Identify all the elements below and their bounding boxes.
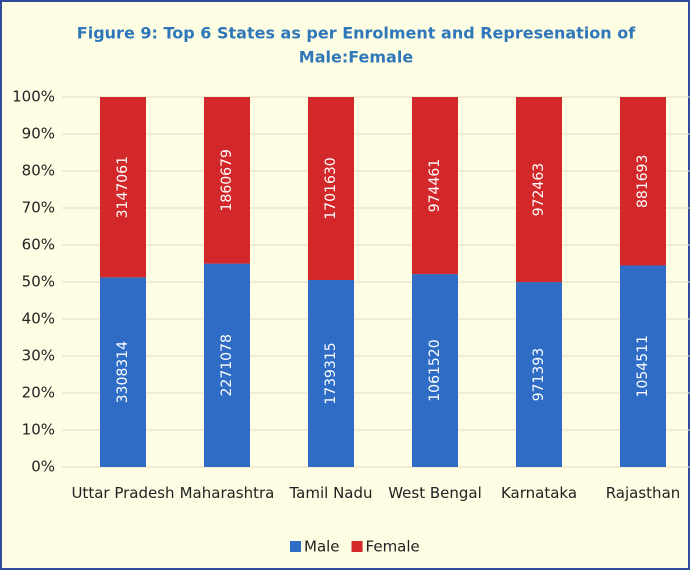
bar-segment <box>516 282 562 467</box>
legend-label: Female <box>366 538 420 556</box>
x-tick-label: West Bengal <box>388 484 482 502</box>
value-label: 972463 <box>531 163 547 216</box>
y-tick-label: 70% <box>22 199 55 217</box>
bar-segment <box>308 279 354 467</box>
legend-swatch <box>290 541 301 552</box>
value-label: 1701630 <box>323 157 339 219</box>
chart-title: Figure 9: Top 6 States as per Enrolment … <box>77 24 636 43</box>
x-tick-label: Karnataka <box>500 484 578 502</box>
value-label: 1054511 <box>635 335 651 397</box>
x-tick-label: Tamil Nadu <box>289 484 373 502</box>
value-label: 1061520 <box>427 339 443 401</box>
y-tick-label: 10% <box>22 421 55 439</box>
x-tick-label: Maharashtra <box>179 484 275 502</box>
value-label: 3308314 <box>115 341 131 403</box>
value-label: 1739315 <box>323 342 339 404</box>
bar-segment <box>100 277 146 467</box>
x-tick-label: Rajasthan <box>605 484 681 502</box>
value-label: 2271078 <box>219 334 235 396</box>
x-tick-label: Uttar Pradesh <box>71 484 175 502</box>
y-tick-label: 20% <box>22 384 55 402</box>
bar-segment <box>204 97 250 264</box>
value-label: 881693 <box>635 155 651 208</box>
y-tick-label: 30% <box>22 347 55 365</box>
value-label: 1860679 <box>219 149 235 211</box>
bar-segment <box>412 274 458 467</box>
bar-segment <box>620 97 666 266</box>
y-tick-label: 50% <box>22 273 55 291</box>
value-label: 3147061 <box>115 156 131 218</box>
y-tick-label: 0% <box>31 458 55 476</box>
bar-segment <box>204 263 250 467</box>
y-tick-label: 90% <box>22 125 55 143</box>
bar-segment <box>620 265 666 467</box>
bar-segment <box>308 97 354 280</box>
bar-segment <box>516 97 562 283</box>
y-tick-label: 60% <box>22 236 55 254</box>
y-tick-label: 100% <box>12 88 55 106</box>
bar-segment <box>100 97 146 278</box>
y-tick-label: 80% <box>22 162 55 180</box>
chart-title: Male:Female <box>299 48 414 67</box>
value-label: 974461 <box>427 159 443 212</box>
value-label: 971393 <box>531 348 547 401</box>
legend-label: Male <box>304 538 340 556</box>
bar-segment <box>412 97 458 275</box>
legend-swatch <box>351 541 363 552</box>
y-tick-label: 40% <box>22 310 55 328</box>
